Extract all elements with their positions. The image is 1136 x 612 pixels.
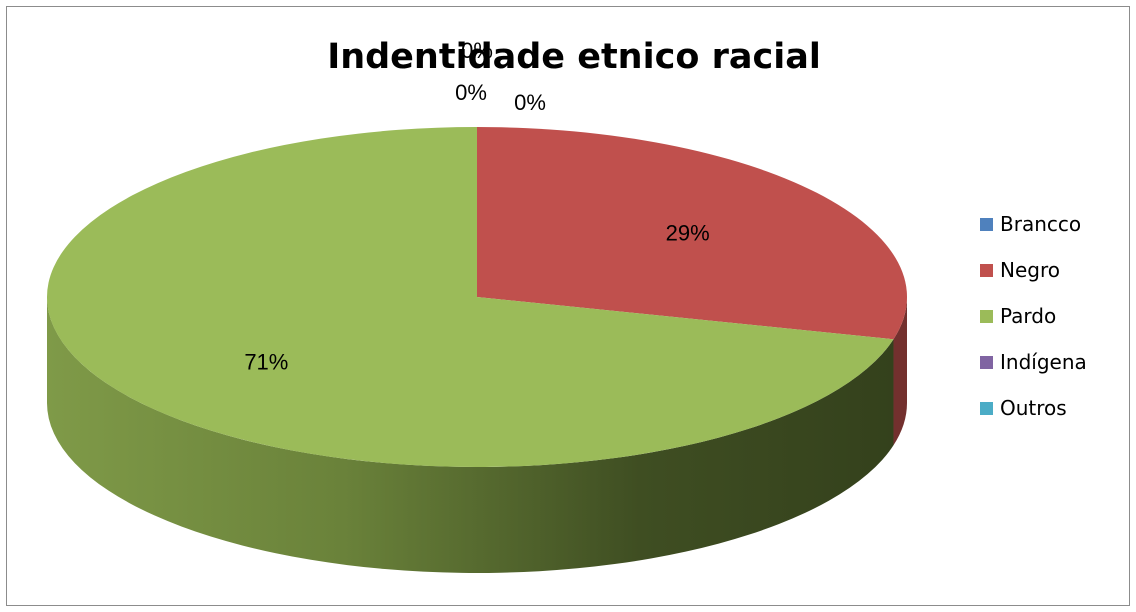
pie-slice-negro (477, 127, 908, 340)
chart-title: Indentidade etnico racial (327, 37, 821, 77)
legend-swatch-brancco (980, 218, 993, 231)
data-label-negro: 29% (666, 220, 710, 245)
legend: Brancco Negro Pardo Indígena Outros (980, 212, 1087, 420)
data-label-indigena: 0% (514, 90, 546, 115)
legend-swatch-pardo (980, 310, 993, 323)
pie-side-pardo (46, 297, 894, 574)
data-label-pardo: 71% (244, 350, 288, 375)
legend-label-pardo: Pardo (1000, 304, 1056, 328)
legend-label-outros: Outros (1000, 396, 1067, 420)
pie-side-negro (893, 297, 907, 446)
pie-slice-pardo (47, 127, 894, 467)
legend-swatch-negro (980, 264, 993, 277)
legend-label-negro: Negro (1000, 258, 1060, 282)
legend-swatch-outros (980, 402, 993, 415)
data-label-outros: 0% (461, 38, 493, 63)
legend-label-brancco: Brancco (1000, 212, 1081, 236)
legend-label-indigena: Indígena (1000, 350, 1087, 374)
data-label-brancco: 0% (455, 80, 487, 105)
legend-swatch-indigena (980, 356, 993, 369)
